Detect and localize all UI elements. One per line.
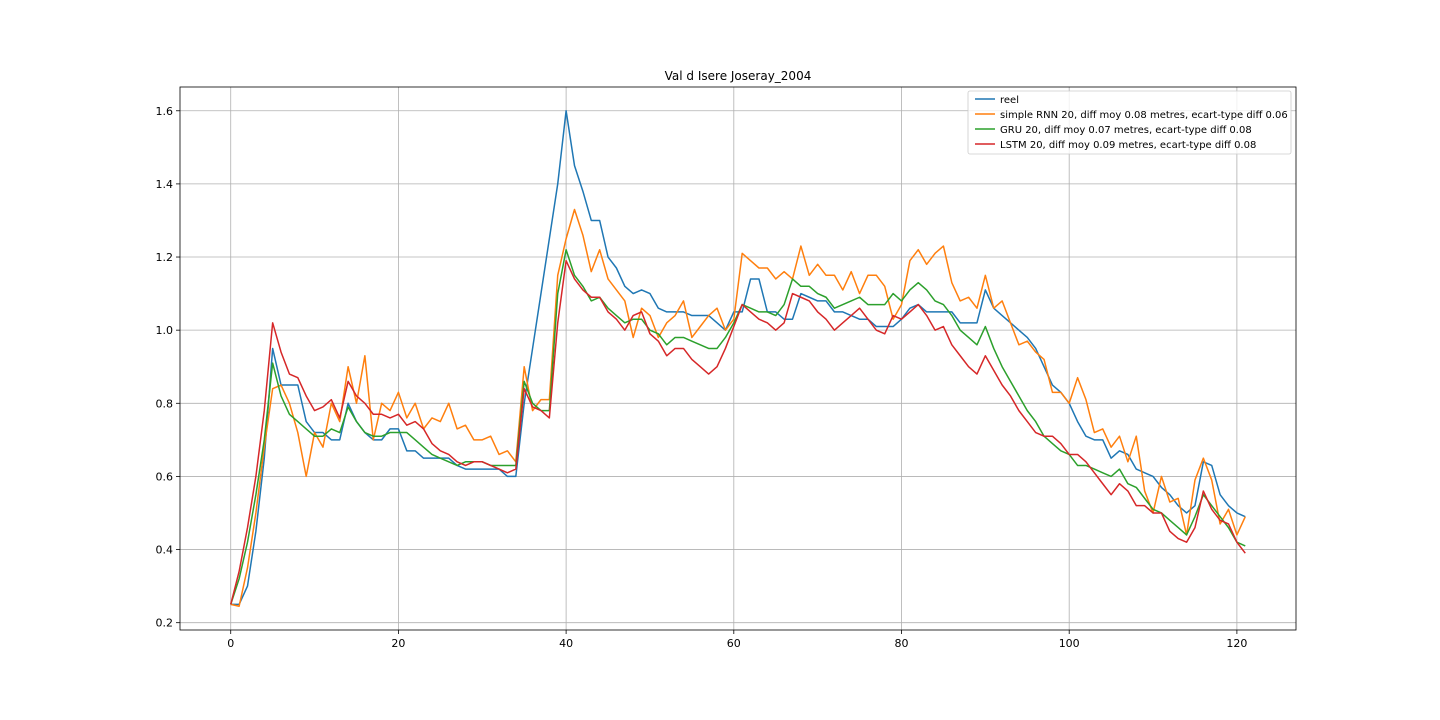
y-tick-label: 0.8 xyxy=(156,397,174,410)
chart-title: Val d Isere Joseray_2004 xyxy=(665,69,812,83)
y-tick-label: 0.6 xyxy=(156,470,174,483)
y-tick-label: 1.6 xyxy=(156,105,174,118)
legend-label-0: reel xyxy=(1000,95,1019,106)
x-tick-label: 120 xyxy=(1226,637,1247,650)
plot-frame xyxy=(179,86,1297,631)
tick-layer: 0 20 40 60 80 100 120 0.2 0.4 0.6 0.8 1.0 1.2 1.4 1.6 xyxy=(156,105,1248,650)
series-line-1 xyxy=(230,208,1246,607)
y-tick-label: 1.4 xyxy=(156,178,174,191)
legend-label-3: LSTM 20, diff moy 0.09 metres, ecart-typ… xyxy=(1000,140,1256,151)
y-tick-label: 1.0 xyxy=(156,324,174,337)
legend-box xyxy=(967,90,1292,155)
x-tick-label: 80 xyxy=(895,637,909,650)
legend-label-1: simple RNN 20, diff moy 0.08 metres, eca… xyxy=(1000,110,1288,121)
y-tick-label: 0.2 xyxy=(156,617,174,630)
x-tick-label: 100 xyxy=(1059,637,1080,650)
y-tick-label: 0.4 xyxy=(156,544,174,557)
legend: reel simple RNN 20, diff moy 0.08 metres,… xyxy=(967,90,1292,155)
x-tick-label: 0 xyxy=(227,637,234,650)
x-tick-label: 20 xyxy=(391,637,405,650)
x-tick-label: 60 xyxy=(727,637,741,650)
series-line-3 xyxy=(230,259,1246,605)
x-tick-label: 40 xyxy=(559,637,573,650)
series-layer xyxy=(230,110,1246,607)
legend-label-2: GRU 20, diff moy 0.07 metres, ecart-type… xyxy=(1000,125,1252,136)
y-tick-label: 1.2 xyxy=(156,251,174,264)
